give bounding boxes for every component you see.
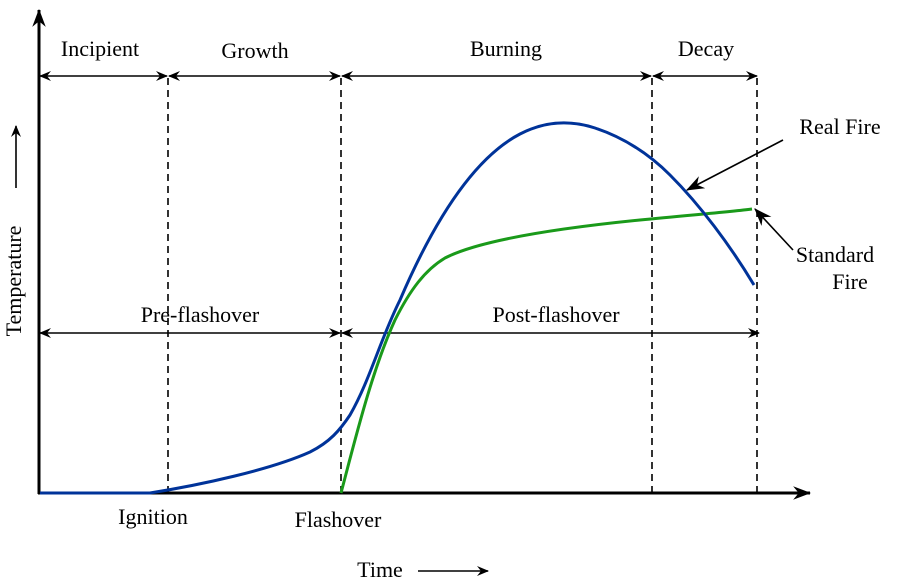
standard-fire-pointer-arrow bbox=[754, 208, 794, 251]
phase-label-decay: Decay bbox=[678, 36, 734, 61]
event-label-ignition: Ignition bbox=[118, 504, 188, 529]
legend-standard-fire-label-line1: Standard bbox=[796, 242, 874, 267]
y-axis-label: Temperature bbox=[1, 226, 26, 337]
standard-fire-curve bbox=[339, 207, 753, 494]
x-axis-label: Time bbox=[357, 557, 403, 582]
real-fire-pointer-arrow bbox=[686, 139, 784, 191]
phase-label-post-flashover: Post-flashover bbox=[492, 302, 620, 327]
phase-label-growth: Growth bbox=[221, 38, 288, 63]
phase-boundaries bbox=[167, 78, 758, 493]
phase-label-incipient: Incipient bbox=[61, 36, 139, 61]
legend-real-fire-label: Real Fire bbox=[799, 114, 880, 139]
phase-label-burning: Burning bbox=[470, 36, 542, 61]
phase-label-pre-flashover: Pre-flashover bbox=[141, 302, 260, 327]
event-label-flashover: Flashover bbox=[295, 507, 382, 532]
real-fire-curve bbox=[40, 121, 756, 495]
legend-standard-fire-label-line2: Fire bbox=[832, 269, 867, 294]
